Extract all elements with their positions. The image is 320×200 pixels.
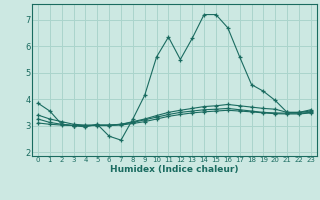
X-axis label: Humidex (Indice chaleur): Humidex (Indice chaleur)	[110, 165, 239, 174]
